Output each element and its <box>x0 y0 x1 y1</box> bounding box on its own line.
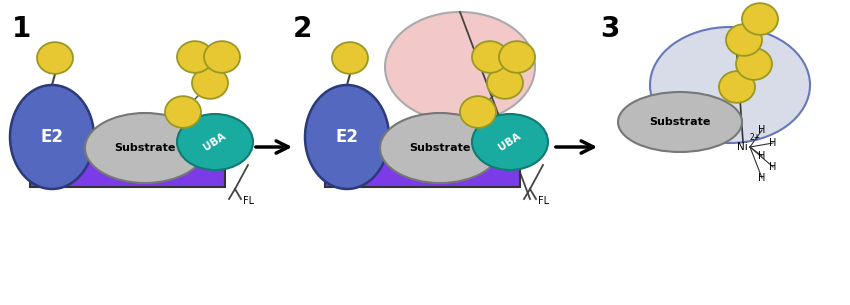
Ellipse shape <box>37 42 73 74</box>
Ellipse shape <box>472 41 508 73</box>
Text: H: H <box>758 151 766 161</box>
Text: Ligase: Ligase <box>394 159 450 174</box>
Text: Ligase: Ligase <box>99 159 155 174</box>
Ellipse shape <box>380 113 500 183</box>
Ellipse shape <box>499 41 535 73</box>
Ellipse shape <box>385 12 535 122</box>
Text: H: H <box>769 162 777 172</box>
Text: Substrate: Substrate <box>410 143 471 153</box>
Ellipse shape <box>165 96 201 128</box>
Text: Substrate: Substrate <box>649 117 711 127</box>
Ellipse shape <box>177 41 213 73</box>
Ellipse shape <box>472 114 548 170</box>
Text: UBA: UBA <box>202 131 228 153</box>
Text: FL: FL <box>538 196 549 206</box>
Ellipse shape <box>204 41 240 73</box>
Ellipse shape <box>177 114 253 170</box>
Ellipse shape <box>332 42 368 74</box>
Ellipse shape <box>719 71 755 103</box>
Text: Substrate: Substrate <box>114 143 176 153</box>
Ellipse shape <box>650 27 810 143</box>
Text: UBA: UBA <box>497 131 523 153</box>
Ellipse shape <box>192 67 228 99</box>
Text: 2+: 2+ <box>750 133 761 142</box>
Text: 3: 3 <box>600 15 620 43</box>
Bar <box>325 145 520 187</box>
Text: Ni: Ni <box>737 142 748 152</box>
Ellipse shape <box>736 48 772 80</box>
Ellipse shape <box>726 24 762 56</box>
Bar <box>30 145 225 187</box>
Text: H: H <box>758 125 766 135</box>
Ellipse shape <box>487 67 523 99</box>
Text: FL: FL <box>243 196 254 206</box>
Ellipse shape <box>305 85 389 189</box>
Ellipse shape <box>460 96 496 128</box>
Text: H: H <box>769 138 777 148</box>
Text: E2: E2 <box>41 128 64 146</box>
Text: H: H <box>758 173 766 183</box>
Ellipse shape <box>85 113 205 183</box>
Text: E2: E2 <box>336 128 359 146</box>
Ellipse shape <box>618 92 742 152</box>
Ellipse shape <box>10 85 94 189</box>
Ellipse shape <box>742 3 778 35</box>
Text: 1: 1 <box>12 15 31 43</box>
Text: 2: 2 <box>293 15 312 43</box>
